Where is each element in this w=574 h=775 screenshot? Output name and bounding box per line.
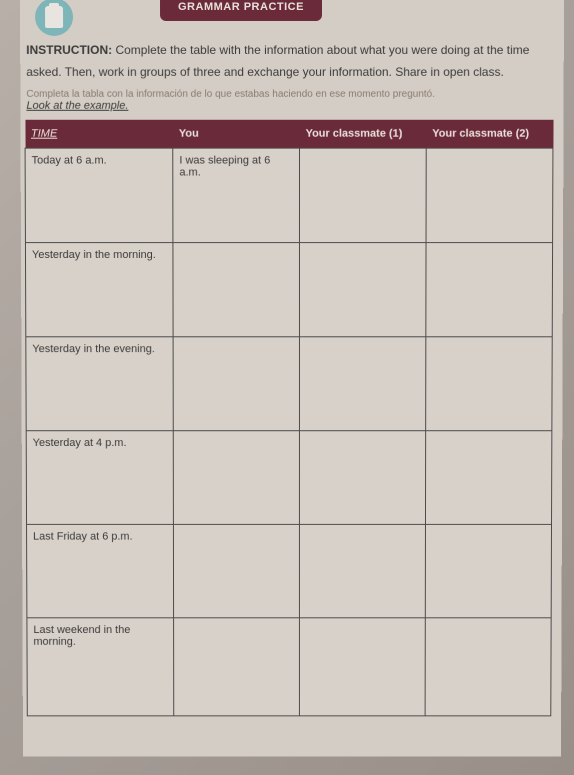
cell-classmate2[interactable] [425, 618, 551, 716]
cell-you[interactable] [174, 525, 300, 618]
table-row: Yesterday at 4 p.m. [26, 431, 552, 525]
table-row: Last Friday at 6 p.m. [27, 525, 552, 618]
cell-classmate1[interactable] [299, 525, 425, 618]
table-header-row: TIME You Your classmate (1) Your classma… [25, 120, 553, 148]
table-row: Yesterday in the morning. [25, 243, 552, 337]
col-header-you: You [173, 120, 300, 148]
header-tab: GRAMMAR PRACTICE [160, 0, 322, 21]
cell-classmate2[interactable] [425, 431, 551, 525]
cell-you[interactable]: I was sleeping at 6 a.m. [173, 148, 300, 242]
table-row: Yesterday in the evening. [26, 337, 552, 431]
cell-time: Yesterday at 4 p.m. [26, 431, 173, 525]
table-row: Last weekend in the morning. [27, 618, 551, 716]
cell-classmate1[interactable] [300, 148, 427, 242]
cell-time: Yesterday in the morning. [25, 243, 173, 337]
instruction-subnote: Completa la tabla con la información de … [20, 85, 563, 100]
cell-classmate2[interactable] [426, 243, 553, 337]
worksheet-page: GRAMMAR PRACTICE INSTRUCTION: Complete t… [20, 0, 564, 756]
cell-classmate2[interactable] [425, 525, 551, 618]
cell-time: Yesterday in the evening. [26, 337, 174, 431]
cell-classmate1[interactable] [300, 431, 426, 525]
cell-classmate1[interactable] [300, 337, 426, 431]
cell-time: Last Friday at 6 p.m. [27, 525, 174, 618]
grammar-table: TIME You Your classmate (1) Your classma… [24, 120, 553, 717]
header-tab-label: GRAMMAR PRACTICE [178, 1, 304, 13]
cell-you[interactable] [173, 243, 300, 337]
table-row: Today at 6 a.m. I was sleeping at 6 a.m. [25, 148, 553, 242]
cell-classmate2[interactable] [426, 148, 553, 242]
cell-time: Today at 6 a.m. [25, 148, 173, 242]
cell-classmate1[interactable] [300, 243, 427, 337]
header-band: GRAMMAR PRACTICE [20, 0, 564, 30]
cell-classmate2[interactable] [426, 337, 553, 431]
cell-classmate1[interactable] [299, 618, 425, 716]
col-header-classmate2: Your classmate (2) [426, 120, 553, 148]
col-header-time: TIME [25, 120, 173, 148]
cell-you[interactable] [173, 431, 299, 525]
cell-time: Last weekend in the morning. [27, 618, 174, 716]
instruction-label: INSTRUCTION: [26, 43, 112, 57]
col-header-classmate1: Your classmate (1) [300, 120, 427, 148]
cell-you[interactable] [173, 337, 299, 431]
cell-you[interactable] [174, 618, 300, 716]
instruction-block: INSTRUCTION: Complete the table with the… [20, 30, 564, 85]
example-link: Look at the example. [20, 100, 563, 118]
